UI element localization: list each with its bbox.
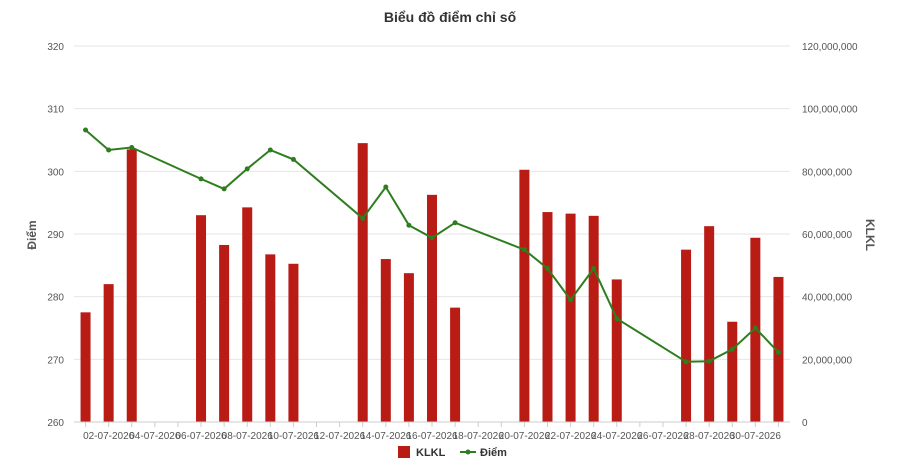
right-tick-label: 120,000,000 (802, 42, 858, 53)
legend-line-marker (465, 449, 471, 455)
right-tick-label: 60,000,000 (802, 230, 852, 241)
left-axis-title: Điểm (25, 220, 39, 249)
x-tick-label: 30-07-2026 (730, 431, 782, 442)
x-tick-label: 28-07-2026 (684, 431, 736, 442)
diem-point[interactable] (406, 222, 412, 228)
left-axis-ticks: 260 270 280 290 300 310 320 (47, 42, 64, 429)
klkl-bar[interactable] (126, 149, 137, 422)
diem-point[interactable] (429, 235, 435, 241)
klkl-bar[interactable] (403, 273, 414, 422)
diem-point[interactable] (383, 184, 389, 190)
diem-point[interactable] (775, 349, 781, 355)
klkl-bar[interactable] (288, 263, 299, 422)
left-tick-label: 270 (47, 355, 64, 366)
x-tick-label: 02-07-2026 (83, 431, 135, 442)
klkl-bar[interactable] (611, 279, 622, 422)
legend-bar-label[interactable]: KLKL (416, 447, 446, 459)
x-axis-ticks: 02-07-202604-07-202606-07-202608-07-2026… (83, 422, 781, 442)
legend: KLKL Điểm (398, 446, 507, 459)
diem-point[interactable] (106, 147, 112, 153)
klkl-bar[interactable] (542, 212, 553, 422)
klkl-bar[interactable] (80, 312, 91, 422)
left-tick-label: 310 (47, 105, 64, 116)
klkl-bar[interactable] (103, 284, 114, 422)
klkl-bar[interactable] (704, 226, 715, 422)
diem-point[interactable] (83, 127, 89, 133)
bar-series (80, 143, 784, 422)
diem-point[interactable] (706, 358, 712, 364)
x-tick-label: 22-07-2026 (545, 431, 597, 442)
diem-point[interactable] (752, 325, 758, 331)
klkl-bar[interactable] (773, 276, 784, 422)
diem-point[interactable] (221, 186, 227, 192)
x-tick-label: 08-07-2026 (222, 431, 274, 442)
right-tick-label: 40,000,000 (802, 293, 852, 304)
right-tick-label: 100,000,000 (802, 105, 858, 116)
line-series (83, 127, 781, 365)
right-tick-label: 20,000,000 (802, 355, 852, 366)
diem-point[interactable] (683, 359, 689, 365)
right-axis-ticks: 0 20,000,000 40,000,000 60,000,000 80,000,00… (802, 42, 858, 429)
klkl-bar[interactable] (427, 194, 437, 422)
right-tick-label: 80,000,000 (802, 167, 852, 178)
klkl-bar[interactable] (196, 215, 207, 422)
diem-point[interactable] (568, 297, 574, 303)
x-tick-label: 10-07-2026 (268, 431, 320, 442)
diem-point[interactable] (452, 220, 458, 226)
left-tick-label: 280 (47, 293, 64, 304)
x-tick-label: 04-07-2026 (129, 431, 181, 442)
klkl-bar[interactable] (588, 215, 599, 422)
diem-point[interactable] (244, 166, 250, 172)
x-tick-label: 12-07-2026 (314, 431, 366, 442)
x-tick-label: 06-07-2026 (175, 431, 227, 442)
klkl-bar[interactable] (565, 213, 576, 422)
klkl-bar[interactable] (727, 321, 738, 422)
x-tick-label: 26-07-2026 (637, 431, 689, 442)
diem-point[interactable] (544, 265, 550, 271)
x-tick-label: 24-07-2026 (591, 431, 643, 442)
diem-point[interactable] (290, 156, 296, 162)
klkl-bar[interactable] (242, 207, 253, 422)
diem-point[interactable] (267, 147, 273, 153)
diem-point[interactable] (360, 215, 366, 221)
diem-point[interactable] (521, 247, 527, 253)
diem-point[interactable] (129, 145, 135, 151)
legend-line-label[interactable]: Điểm (480, 447, 507, 459)
klkl-bar[interactable] (265, 254, 276, 422)
diem-point[interactable] (198, 176, 204, 182)
left-tick-label: 320 (47, 42, 64, 53)
x-tick-label: 14-07-2026 (360, 431, 412, 442)
klkl-bar[interactable] (450, 307, 461, 422)
klkl-bar[interactable] (681, 249, 692, 422)
chart-title: Biểu đồ điểm chỉ số (384, 9, 517, 25)
left-tick-label: 290 (47, 230, 64, 241)
diem-point[interactable] (614, 316, 620, 322)
klkl-bar[interactable] (219, 244, 230, 422)
klkl-bar[interactable] (519, 169, 530, 422)
right-tick-label: 0 (802, 418, 808, 429)
legend-bar-swatch[interactable] (398, 446, 410, 458)
x-tick-label: 16-07-2026 (406, 431, 458, 442)
klkl-bar[interactable] (380, 259, 391, 422)
x-tick-label: 20-07-2026 (499, 431, 551, 442)
diem-point[interactable] (591, 265, 597, 271)
x-tick-label: 18-07-2026 (453, 431, 505, 442)
klkl-bar[interactable] (357, 143, 368, 422)
diem-point[interactable] (729, 346, 735, 352)
right-axis-title: KLKL (863, 219, 877, 251)
left-tick-label: 260 (47, 418, 64, 429)
left-tick-label: 300 (47, 167, 64, 178)
